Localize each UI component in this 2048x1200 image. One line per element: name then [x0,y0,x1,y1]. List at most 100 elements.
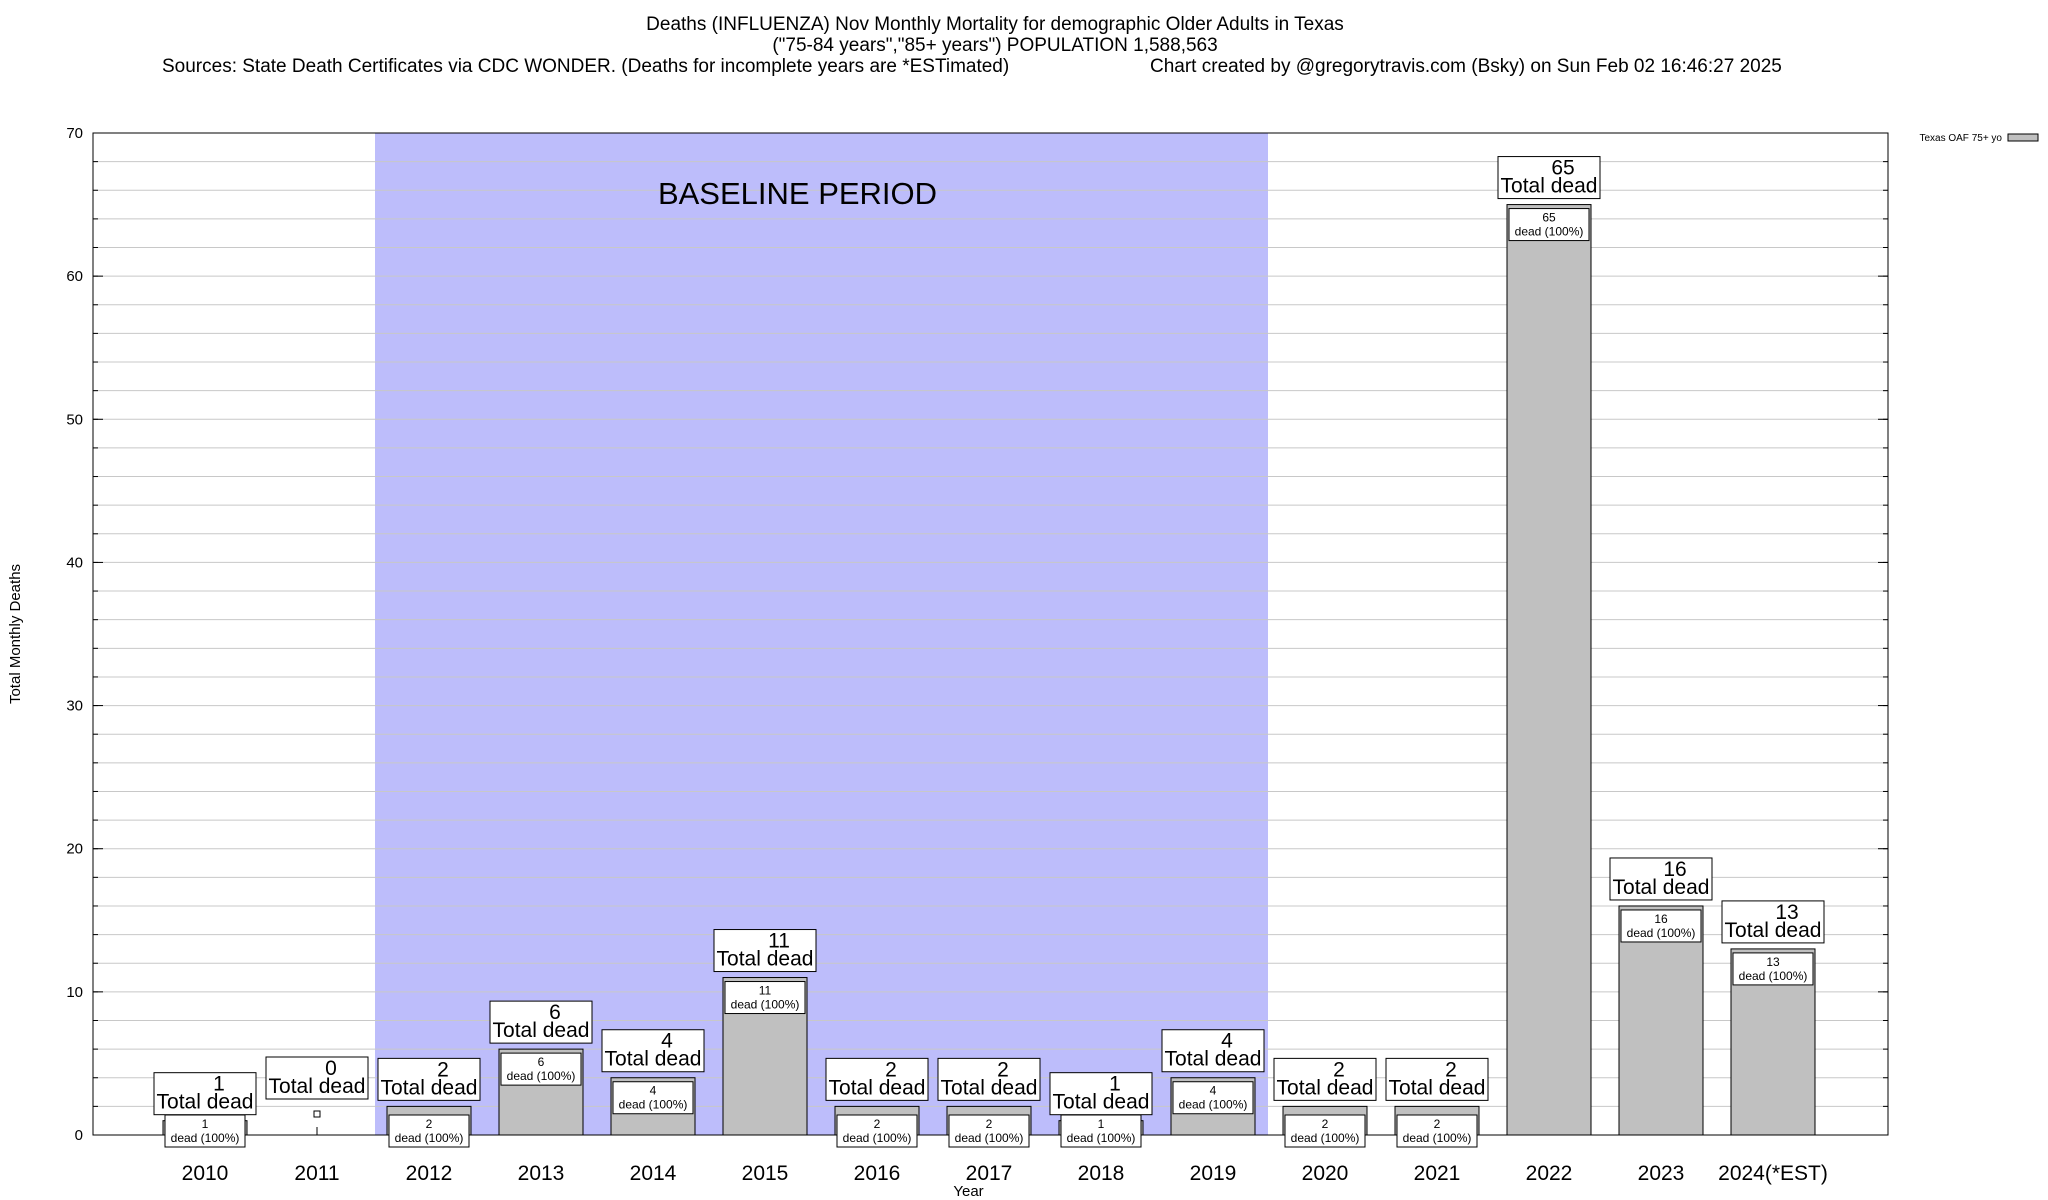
bar-inner-label: dead (100%) [1739,969,1808,983]
bar-total-label: Total dead [1389,1076,1486,1099]
bar-total-value: 2 [437,1058,449,1081]
bar [1506,204,1592,1136]
bar-total-label: Total dead [1165,1048,1262,1071]
bar-inner-value: 1 [202,1117,209,1131]
y-tick-label: 20 [66,841,83,858]
bar-total-label-box [601,1029,705,1073]
chart-credit: Chart created by @gregorytravis.com (Bsk… [1150,56,1782,77]
bar-total-label: Total dead [269,1075,366,1098]
bar-total-label-box [153,1072,257,1116]
bar-inner-label: dead (100%) [395,1131,464,1145]
x-tick-label: 2019 [1190,1162,1237,1185]
y-tick-label: 60 [66,268,83,285]
bar-total-label-box [377,1057,481,1101]
bar-inner-label: dead (100%) [1291,1131,1360,1145]
x-tick-label: 2012 [406,1162,453,1185]
bar-total-label-box [937,1057,1041,1101]
bar-inner-label: dead (100%) [843,1131,912,1145]
bar [1618,905,1704,1136]
x-tick-label: 2022 [1526,1162,1573,1185]
bar-total-value: 1 [1109,1073,1121,1096]
bar-total-label: Total dead [1725,919,1822,942]
y-tick-label: 70 [66,125,83,142]
bar-total-label: Total dead [1277,1076,1374,1099]
bar-total-value: 16 [1663,858,1686,881]
x-tick-label: 2011 [294,1162,339,1185]
bar-inner-value: 4 [1210,1084,1217,1098]
bar-inner-label-box [724,981,806,1015]
bar-inner-value: 11 [759,984,772,998]
bar-total-label-box [1273,1057,1377,1101]
chart-subtitle: ("75-84 years","85+ years") POPULATION 1… [772,35,1218,56]
bar-inner-label-box [1284,1114,1366,1148]
bar-total-label-box [1161,1029,1265,1073]
bar-total-value: 2 [997,1058,1009,1081]
x-tick-label: 2023 [1638,1162,1685,1185]
bar-total-label: Total dead [1501,175,1598,198]
y-tick-label: 0 [75,1127,83,1144]
bar-total-label: Total dead [1613,876,1710,899]
bar-inner-label: dead (100%) [619,1098,688,1112]
bar-inner-label: dead (100%) [1067,1131,1136,1145]
y-tick-label: 40 [66,554,83,571]
bar-total-value: 2 [1445,1058,1457,1081]
x-tick-label: 2024(*EST) [1718,1162,1828,1185]
bar-total-label: Total dead [157,1091,254,1114]
bar-total-label: Total dead [605,1048,702,1071]
y-tick-label: 50 [66,411,83,428]
bar-total-label: Total dead [493,1019,590,1042]
bar-inner-label-box [500,1052,582,1086]
y-tick-label: 10 [66,984,83,1001]
bar-inner-label-box [388,1114,470,1148]
bar-total-label-box [1497,156,1601,200]
bar-inner-label-box [1732,952,1814,986]
bar-total-label-box [265,1056,369,1100]
y-axis-label: Total Monthly Deaths [7,564,24,704]
bar-inner-label: dead (100%) [1179,1098,1248,1112]
bar-inner-label: dead (100%) [955,1131,1024,1145]
x-axis-label: Year [953,1183,983,1200]
bar-total-label-box [489,1000,593,1044]
sources-note: Sources: State Death Certificates via CD… [162,56,1010,77]
x-tick-label: 2021 [1414,1162,1461,1185]
bar-inner-value: 16 [1654,912,1668,926]
bar-total-value: 13 [1775,901,1798,924]
x-tick-label: 2014 [630,1162,677,1185]
bar-inner-value: 1 [1098,1117,1105,1131]
baseline-period-label: BASELINE PERIOD [658,176,937,211]
bar-total-label-box [1721,900,1825,944]
y-tick-label: 30 [66,698,83,715]
bar-total-value: 2 [1333,1058,1345,1081]
bar-inner-label-box [948,1114,1030,1148]
bar-inner-value: 2 [426,1117,433,1131]
bar-total-label: Total dead [1053,1091,1150,1114]
x-tick-label: 2016 [854,1162,901,1185]
bar-total-value: 0 [325,1057,337,1080]
bar-total-value: 2 [885,1058,897,1081]
bar-total-value: 6 [549,1001,561,1024]
bar-total-label: Total dead [717,948,814,971]
bar-inner-label-box [1172,1081,1254,1115]
bar-total-label-box [1385,1057,1489,1101]
bar-inner-value: 2 [1434,1117,1441,1131]
bar-total-value: 1 [213,1073,225,1096]
bar-inner-value: 2 [874,1117,881,1131]
x-tick-label: 2017 [966,1162,1013,1185]
bar-inner-label-box [164,1114,246,1148]
bar-inner-label-box [612,1081,694,1115]
x-tick-label: 2013 [518,1162,565,1185]
bar-inner-label: dead (100%) [171,1131,240,1145]
bar-inner-label-box [1620,909,1702,943]
bar-total-value: 4 [661,1030,673,1053]
bar-inner-value: 2 [986,1117,993,1131]
bar-inner-value: 13 [1766,955,1780,969]
bar-total-label: Total dead [381,1076,478,1099]
bar-inner-label-box [1396,1114,1478,1148]
bar-inner-label: dead (100%) [1627,926,1696,940]
bar-inner-label: dead (100%) [731,998,800,1012]
bar-total-value: 65 [1551,157,1574,180]
bar-inner-value: 6 [538,1055,545,1069]
legend-series-name: Texas OAF 75+ yo [1919,133,2002,144]
chart-header: Deaths (INFLUENZA) Nov Monthly Mortality… [0,14,1990,78]
bar-inner-label-box [1508,208,1590,242]
